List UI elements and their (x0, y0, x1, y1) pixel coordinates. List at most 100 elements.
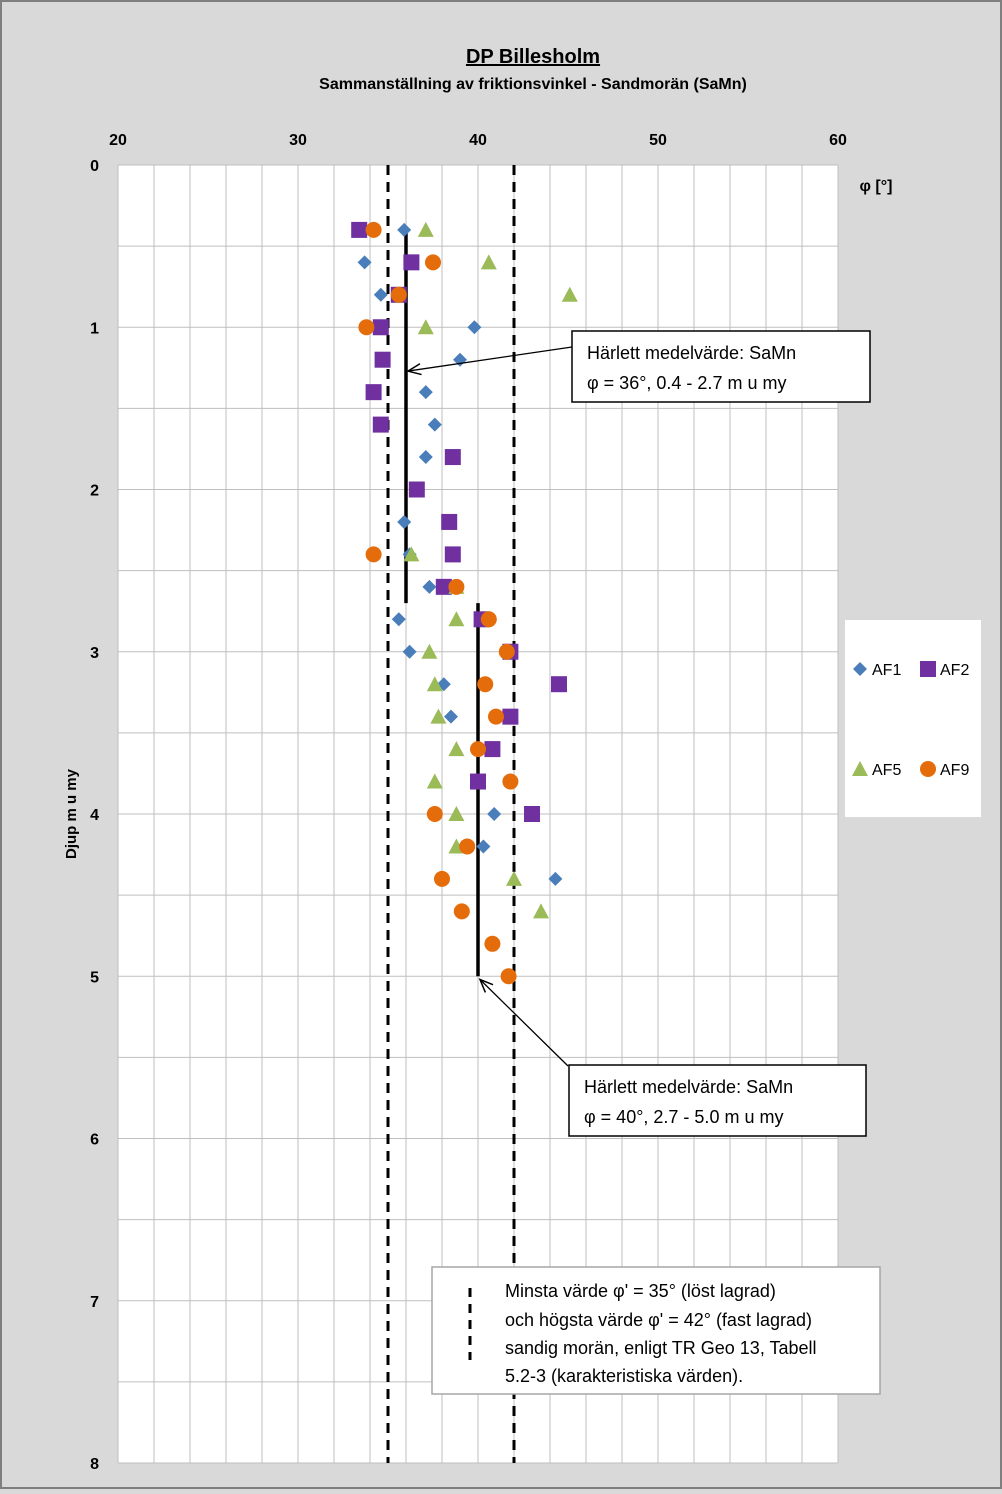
note-box: Minsta värde φ' = 35° (löst lagrad) och … (431, 1266, 881, 1395)
legend-items: AF1 AF2 AF5 AF9 (852, 661, 969, 779)
annotation-arrow-head (406, 363, 422, 376)
note-line-4: 5.2-3 (karakteristiska värden). (505, 1366, 743, 1386)
data-point-af5 (426, 773, 443, 789)
data-point-af1 (427, 417, 442, 432)
data-point-af2 (444, 449, 461, 466)
data-point-af5 (417, 319, 434, 335)
annotation-arrow-line (479, 979, 569, 1067)
data-point-af9 (498, 643, 515, 660)
legend-marker-af1 (853, 662, 867, 676)
data-point-af5 (506, 870, 522, 886)
data-point-af9 (425, 254, 441, 271)
data-point-af1 (548, 871, 563, 886)
x-tick-label: 50 (649, 132, 667, 149)
data-point-af2 (372, 416, 389, 433)
note-line-1: Minsta värde φ' = 35° (löst lagrad) (505, 1281, 776, 1301)
data-point-af1 (476, 839, 491, 854)
y-tick-label: 6 (90, 1132, 99, 1149)
data-point-af2 (441, 513, 458, 530)
series-af9 (358, 221, 519, 985)
annotation-1-line2: φ = 36°, 0.4 - 2.7 m u my (587, 373, 786, 393)
data-point-af1 (422, 579, 437, 594)
data-point-af9 (448, 578, 465, 595)
data-point-af1 (397, 222, 412, 237)
data-point-af9 (488, 708, 504, 725)
y-tick-label: 0 (90, 158, 99, 175)
y-tick-label: 8 (90, 1456, 99, 1473)
annotation-arrow-line (407, 346, 573, 372)
x-axis-label: φ [°] (860, 178, 893, 195)
data-point-af2 (403, 254, 420, 271)
y-axis-label: Djup m u my (63, 768, 80, 859)
data-point-af2 (374, 351, 391, 368)
data-point-af5 (430, 708, 447, 724)
y-tick-label: 3 (90, 645, 99, 662)
data-point-af9 (480, 611, 497, 628)
data-point-af1 (487, 807, 502, 821)
data-point-af5 (417, 221, 434, 237)
annotation-2-line2: φ = 40°, 2.7 - 5.0 m u my (584, 1107, 783, 1127)
data-point-af9 (453, 903, 470, 920)
data-point-af2 (484, 741, 501, 758)
data-point-af5 (421, 643, 438, 659)
data-point-af2 (435, 578, 452, 595)
note-box-frame (431, 1266, 881, 1395)
legend-marker-af9 (920, 761, 936, 777)
legend-label-af9: AF9 (940, 762, 969, 779)
y-tick-label: 2 (90, 483, 99, 500)
data-point-af9 (358, 319, 375, 336)
note-line-2: och högsta värde φ' = 42° (fast lagrad) (505, 1310, 812, 1330)
x-tick-label: 30 (289, 132, 307, 149)
data-point-af2 (365, 384, 382, 401)
legend-frame (845, 620, 981, 817)
data-point-af1 (418, 385, 433, 400)
data-point-af5 (448, 806, 465, 821)
data-point-af2 (372, 319, 389, 336)
note-line-3: sandig morän, enligt TR Geo 13, Tabell (505, 1338, 817, 1358)
data-point-af9 (484, 935, 501, 952)
y-tick-labels: 0 1 2 3 4 5 6 7 8 (90, 158, 99, 1473)
annotation-arrows (406, 346, 573, 1067)
data-point-af9 (390, 286, 407, 303)
x-tick-label: 60 (829, 132, 847, 149)
data-point-af5 (403, 546, 420, 562)
data-point-af9 (434, 870, 450, 887)
data-points (351, 221, 578, 985)
legend-marker-af5 (852, 761, 868, 776)
data-point-af2 (551, 676, 567, 693)
data-point-af9 (500, 968, 517, 985)
data-point-af9 (426, 806, 443, 822)
data-point-af2 (351, 221, 368, 238)
data-point-af5 (448, 611, 465, 627)
data-point-af2 (408, 481, 425, 498)
y-tick-label: 7 (90, 1294, 99, 1311)
y-tick-label: 5 (90, 969, 99, 986)
data-point-af9 (365, 546, 382, 563)
data-point-af2 (470, 773, 486, 790)
data-point-af1 (467, 320, 482, 335)
data-point-af5 (561, 286, 578, 302)
data-point-af1 (357, 255, 372, 270)
data-point-af1 (391, 612, 406, 627)
x-tick-labels: 20 30 40 50 60 (109, 132, 847, 149)
y-tick-label: 4 (90, 807, 99, 824)
limit-lines (386, 165, 516, 1463)
legend-label-af2: AF2 (940, 662, 969, 679)
data-point-af1 (373, 287, 388, 302)
data-point-af1 (397, 514, 412, 529)
chart-subtitle: Sammanställning av friktionsvinkel - San… (319, 76, 747, 93)
y-tick-label: 1 (90, 320, 99, 337)
annotation-arrow-head (478, 978, 494, 993)
data-point-af9 (365, 221, 382, 238)
annotation-box-2-frame (568, 1064, 867, 1137)
annotation-box-1: Härlett medelvärde: SaMn φ = 36°, 0.4 - … (571, 330, 871, 403)
annotation-1-line1: Härlett medelvärde: SaMn (587, 343, 796, 363)
annotation-box-1-frame (571, 330, 871, 403)
annotation-box-2: Härlett medelvärde: SaMn φ = 40°, 2.7 - … (568, 1064, 867, 1137)
data-point-af2 (524, 806, 540, 822)
data-point-af5 (480, 254, 497, 270)
legend-label-af1: AF1 (872, 662, 901, 679)
